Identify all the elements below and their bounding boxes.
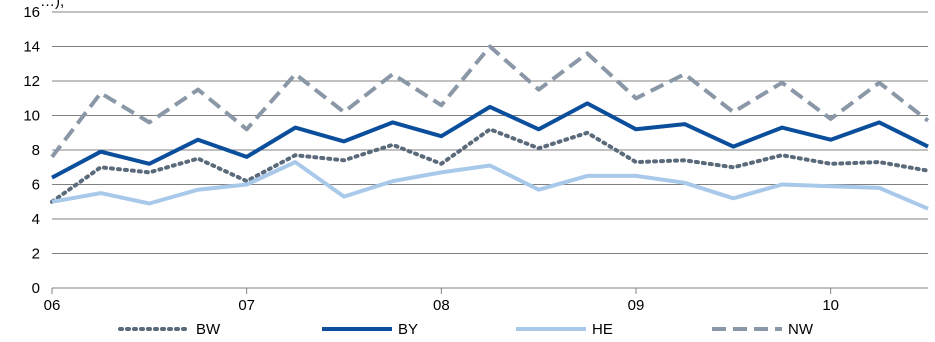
y-tick-label: 16	[23, 4, 40, 21]
legend: BW BY HE NW	[118, 321, 814, 338]
legend-label-nw: NW	[788, 321, 814, 338]
y-tick-label: 14	[23, 39, 40, 56]
series-line-nw	[50, 44, 930, 159]
y-tick-label: 0	[32, 280, 40, 297]
series-line-he	[51, 160, 929, 211]
x-tick-label: 08	[433, 297, 450, 314]
x-tick-label: 06	[44, 297, 61, 314]
y-tick-label: 6	[32, 177, 40, 194]
legend-label-he: HE	[592, 321, 613, 338]
y-axis-ticks: 0 2 4 6 8 10 12 14 16	[23, 4, 40, 297]
x-axis-ticks: 06 07 08 09 10	[44, 288, 839, 314]
legend-label-bw: BW	[196, 321, 221, 338]
y-tick-label: 10	[23, 108, 40, 125]
y-tick-label: 12	[23, 73, 40, 90]
legend-label-by: BY	[398, 321, 418, 338]
series-lines	[50, 44, 930, 211]
top-label: …),	[40, 0, 64, 10]
y-tick-label: 4	[32, 211, 40, 228]
y-tick-label: 2	[32, 246, 40, 263]
series-line-bw	[50, 127, 930, 204]
gridlines	[52, 11, 928, 289]
y-tick-label: 8	[32, 142, 40, 159]
x-tick-label: 09	[628, 297, 645, 314]
x-tick-label: 10	[822, 297, 839, 314]
x-tick-label: 07	[238, 297, 255, 314]
series-line-by	[51, 101, 929, 180]
